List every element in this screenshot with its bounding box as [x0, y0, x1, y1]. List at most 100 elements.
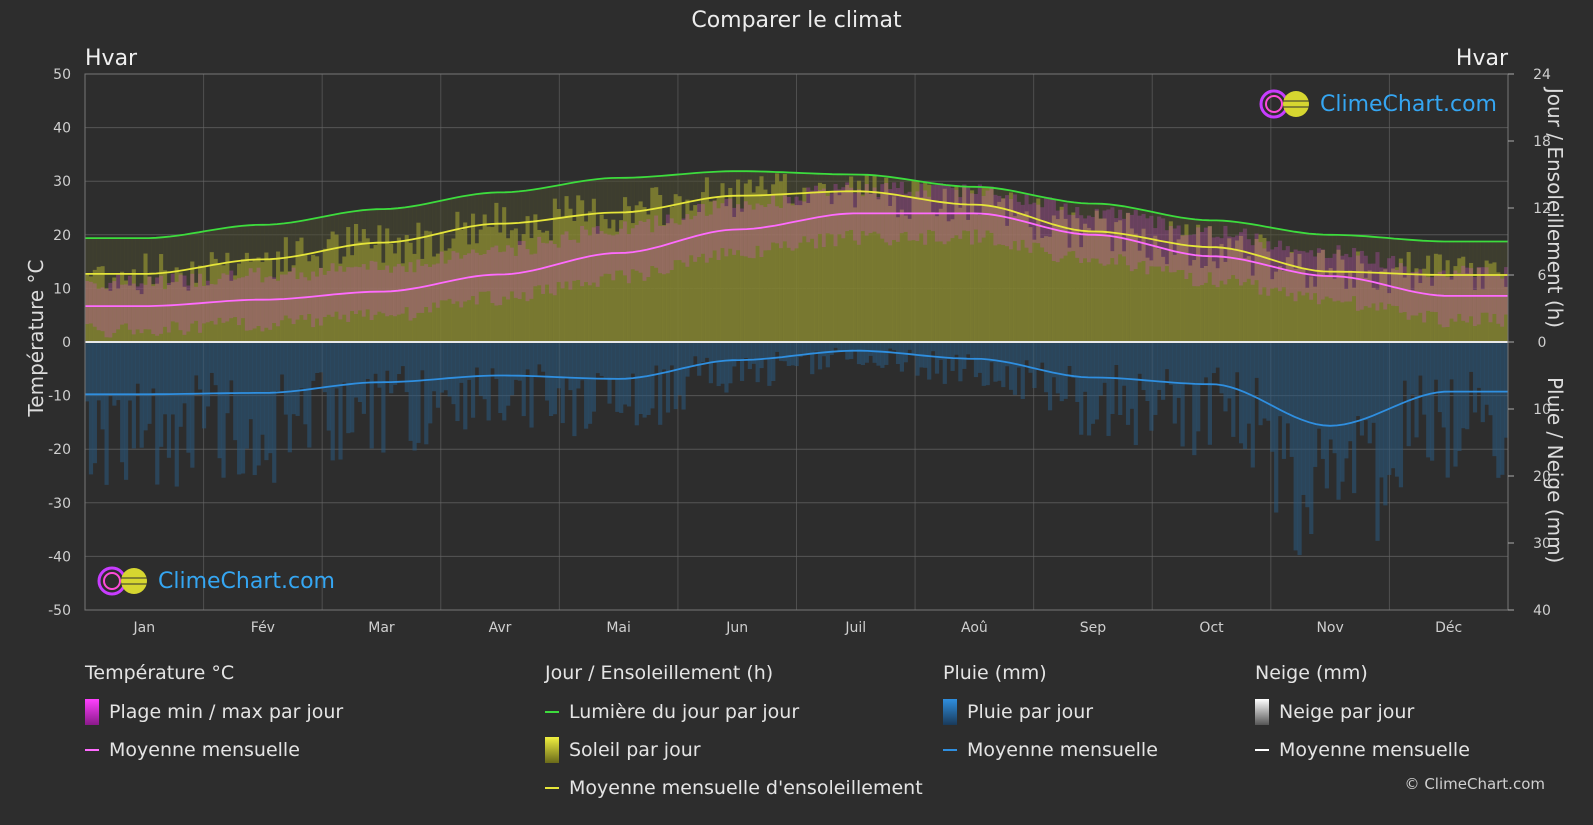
legend-item: Plage min / max par jour [85, 699, 343, 725]
sunshine-bar [1426, 255, 1431, 342]
temperature-range-bar [704, 215, 710, 263]
temperature-range-bar [295, 279, 300, 320]
sunshine-bar [1161, 256, 1166, 342]
sunshine-bar [1387, 293, 1392, 342]
sunshine-bar [1071, 212, 1076, 342]
rain-bar [1281, 342, 1287, 459]
rain-bar [1371, 342, 1376, 423]
legend-label: Moyenne mensuelle d'ensoleillement [569, 777, 923, 799]
rain-bar [1067, 342, 1072, 366]
temperature-range-bar [1114, 218, 1119, 265]
right-sun-tick-label: 12 [1533, 201, 1551, 217]
rain-bar [946, 342, 951, 360]
sunshine-bar [85, 274, 90, 342]
rain-bar [229, 342, 234, 381]
temperature-range-bar [494, 245, 499, 306]
sunshine-bar [1203, 265, 1209, 342]
rain-bar [1106, 342, 1111, 436]
temperature-range-bar [829, 193, 834, 235]
axis-ticks: 50 40 30 20 10 0 -10 -20 -30 -40 -50 Jan Fév Mar Avr Ma… [48, 67, 1551, 636]
rain-bar [817, 342, 823, 370]
temperature-range-bar [1020, 204, 1025, 240]
sunshine-bar [1125, 213, 1131, 342]
rain-bar [751, 342, 756, 364]
temperature-range-bar [677, 224, 682, 261]
rain-bar [521, 342, 526, 417]
rain-bar [1445, 342, 1450, 478]
temperature-range-bar [989, 186, 994, 233]
rain-bar [1433, 342, 1439, 380]
rain-bar [763, 342, 768, 359]
x-tick-label: Mai [606, 620, 631, 636]
rain-bar [853, 342, 858, 350]
sunshine-bar [712, 200, 717, 342]
temperature-range-bar [938, 183, 943, 242]
temperature-range-bar [123, 284, 129, 324]
rain-bar [790, 342, 795, 366]
rain-bar [396, 342, 402, 375]
temperature-range-bar [872, 187, 877, 232]
sunshine-bar [1083, 223, 1088, 342]
rain-bar [584, 342, 589, 429]
temperature-range-bar [907, 191, 912, 241]
sunshine-bar [151, 284, 156, 342]
temperature-range-bar [810, 190, 815, 239]
temperature-range-bar [455, 252, 460, 302]
right-sun-tick-label: 18 [1533, 134, 1551, 150]
temperature-range-bar [338, 266, 343, 320]
sunshine-bar [775, 173, 780, 342]
sunshine-bar [950, 219, 955, 342]
temperature-range-bar [1102, 210, 1107, 266]
temperature-range-bar [1106, 209, 1111, 265]
rain-bar [966, 342, 971, 355]
sunshine-bar [1211, 261, 1216, 342]
sunshine-bar [997, 201, 1002, 342]
rain-bar [428, 342, 433, 424]
left-axis-title: Température °C [24, 259, 48, 417]
rain-bar [1258, 342, 1263, 426]
temperature-range-bar [1391, 255, 1396, 306]
temperature-range-bar [513, 255, 519, 298]
sunshine-bar [1114, 222, 1119, 342]
sunshine-bar [1433, 253, 1439, 342]
rain-bar [451, 342, 456, 405]
rain-bar [502, 342, 507, 421]
temperature-range-bar [853, 193, 858, 241]
rain-bar [365, 342, 370, 380]
sunshine-bar [767, 195, 772, 342]
sunshine-bar [1332, 278, 1337, 342]
temperature-range-bar [217, 278, 222, 318]
sunshine-bar [568, 208, 573, 342]
sunshine-bar [1098, 218, 1103, 342]
temperature-range-bar [638, 220, 643, 273]
rain-bar [1406, 342, 1411, 447]
sunshine-bar [1258, 234, 1263, 342]
rain-bar [1426, 342, 1431, 458]
legend-snow: Neige (mm) Neige par jour Moyenne mensue… [1255, 662, 1470, 776]
sunshine-bar [1398, 258, 1404, 342]
sunshine-bar [1441, 275, 1446, 342]
temperature-range-bar [1149, 215, 1154, 267]
rain-bar [1157, 342, 1162, 390]
rain-bar [369, 342, 374, 449]
sunshine-bar [1012, 216, 1018, 342]
sunshine-bar [315, 256, 320, 342]
rain-bar [482, 342, 487, 400]
temperature-range-bar [373, 261, 378, 315]
rain-bar [685, 342, 690, 377]
rain-bar [969, 342, 975, 358]
sunshine-bar [1476, 267, 1482, 342]
temperature-range-bar [973, 193, 979, 230]
temperature-range-bar [1387, 258, 1392, 304]
x-tick-label: Sep [1080, 620, 1107, 636]
sunshine-bar [279, 271, 285, 342]
legend-item: Moyenne mensuelle [1255, 738, 1470, 762]
rain-bar [201, 342, 207, 429]
temperature-range-bar [334, 271, 339, 312]
rain-bar [1044, 342, 1049, 393]
rain-bar [1219, 342, 1224, 394]
sunshine-bar [291, 265, 296, 342]
temperature-range-bar [1192, 234, 1197, 287]
rain-bar [950, 342, 955, 371]
rain-bar [638, 342, 643, 415]
